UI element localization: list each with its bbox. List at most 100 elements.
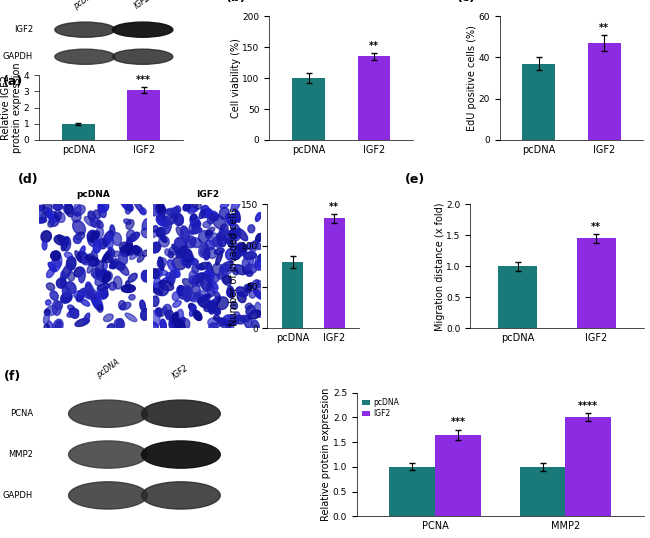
Ellipse shape	[193, 310, 202, 321]
Ellipse shape	[85, 256, 95, 261]
Ellipse shape	[203, 221, 211, 228]
Ellipse shape	[198, 263, 209, 270]
Ellipse shape	[221, 264, 231, 272]
Ellipse shape	[80, 299, 90, 306]
Ellipse shape	[205, 240, 214, 250]
Ellipse shape	[57, 235, 62, 243]
Ellipse shape	[231, 197, 240, 211]
Text: IGF2: IGF2	[14, 25, 33, 34]
Bar	[498, 266, 538, 328]
Ellipse shape	[159, 236, 169, 247]
Ellipse shape	[115, 262, 125, 270]
Ellipse shape	[55, 321, 61, 331]
Ellipse shape	[98, 305, 103, 312]
Ellipse shape	[245, 303, 252, 309]
Ellipse shape	[121, 198, 133, 211]
Ellipse shape	[232, 251, 240, 259]
Ellipse shape	[65, 282, 76, 293]
Ellipse shape	[93, 239, 101, 253]
Ellipse shape	[140, 308, 150, 320]
Ellipse shape	[125, 205, 131, 214]
Ellipse shape	[116, 318, 124, 329]
Ellipse shape	[233, 268, 238, 275]
Ellipse shape	[163, 305, 172, 315]
Ellipse shape	[148, 322, 159, 334]
Ellipse shape	[221, 224, 228, 232]
Ellipse shape	[250, 241, 258, 252]
Ellipse shape	[41, 231, 51, 242]
Ellipse shape	[200, 274, 211, 291]
Text: (b): (b)	[226, 0, 247, 4]
Ellipse shape	[42, 240, 47, 250]
Ellipse shape	[86, 291, 96, 299]
Ellipse shape	[181, 226, 190, 243]
Ellipse shape	[96, 270, 107, 279]
Ellipse shape	[200, 244, 209, 256]
Ellipse shape	[155, 203, 166, 215]
Ellipse shape	[55, 22, 115, 37]
Ellipse shape	[248, 225, 255, 233]
Ellipse shape	[68, 482, 148, 509]
Ellipse shape	[217, 232, 226, 247]
Ellipse shape	[142, 400, 220, 427]
Ellipse shape	[155, 308, 162, 317]
Text: **: **	[369, 41, 379, 51]
Ellipse shape	[49, 215, 59, 226]
Ellipse shape	[168, 212, 178, 224]
Bar	[523, 63, 555, 140]
Ellipse shape	[190, 305, 196, 316]
Ellipse shape	[172, 208, 179, 213]
Ellipse shape	[166, 314, 171, 320]
Ellipse shape	[244, 284, 252, 293]
Ellipse shape	[255, 213, 261, 222]
Ellipse shape	[53, 251, 62, 267]
Ellipse shape	[57, 212, 65, 222]
Ellipse shape	[86, 282, 92, 292]
Ellipse shape	[192, 200, 202, 209]
Ellipse shape	[107, 235, 113, 250]
Ellipse shape	[233, 244, 247, 257]
Ellipse shape	[88, 211, 95, 221]
Ellipse shape	[55, 49, 115, 65]
Ellipse shape	[175, 237, 187, 250]
Ellipse shape	[156, 215, 168, 226]
Ellipse shape	[172, 257, 186, 270]
Ellipse shape	[207, 210, 212, 217]
Ellipse shape	[51, 251, 60, 260]
Ellipse shape	[161, 319, 166, 331]
Ellipse shape	[209, 214, 216, 221]
Text: ****: ****	[578, 401, 598, 411]
Ellipse shape	[177, 286, 185, 299]
Ellipse shape	[202, 209, 210, 218]
Ellipse shape	[244, 315, 252, 328]
Ellipse shape	[118, 301, 125, 309]
Ellipse shape	[137, 254, 144, 262]
Ellipse shape	[112, 232, 122, 245]
Text: pcDNA: pcDNA	[76, 190, 110, 200]
Ellipse shape	[120, 302, 131, 310]
Ellipse shape	[216, 297, 228, 309]
Ellipse shape	[174, 269, 180, 277]
Y-axis label: Cell viability (%): Cell viability (%)	[231, 38, 241, 118]
Ellipse shape	[183, 287, 189, 300]
Ellipse shape	[114, 277, 122, 289]
Bar	[62, 124, 95, 140]
Ellipse shape	[166, 273, 174, 284]
Y-axis label: Relative protein expression: Relative protein expression	[322, 388, 332, 521]
Ellipse shape	[176, 227, 183, 237]
Ellipse shape	[142, 441, 220, 468]
Ellipse shape	[228, 315, 236, 325]
Ellipse shape	[217, 270, 228, 279]
Ellipse shape	[83, 313, 90, 324]
Ellipse shape	[184, 258, 190, 268]
Text: pcDNA: pcDNA	[72, 0, 98, 11]
Ellipse shape	[220, 261, 233, 272]
Ellipse shape	[77, 252, 88, 263]
Ellipse shape	[196, 264, 205, 270]
Ellipse shape	[65, 203, 73, 217]
Ellipse shape	[216, 233, 226, 240]
Ellipse shape	[142, 229, 150, 238]
Ellipse shape	[153, 288, 162, 295]
Text: ***: ***	[450, 417, 465, 427]
Ellipse shape	[102, 272, 110, 283]
